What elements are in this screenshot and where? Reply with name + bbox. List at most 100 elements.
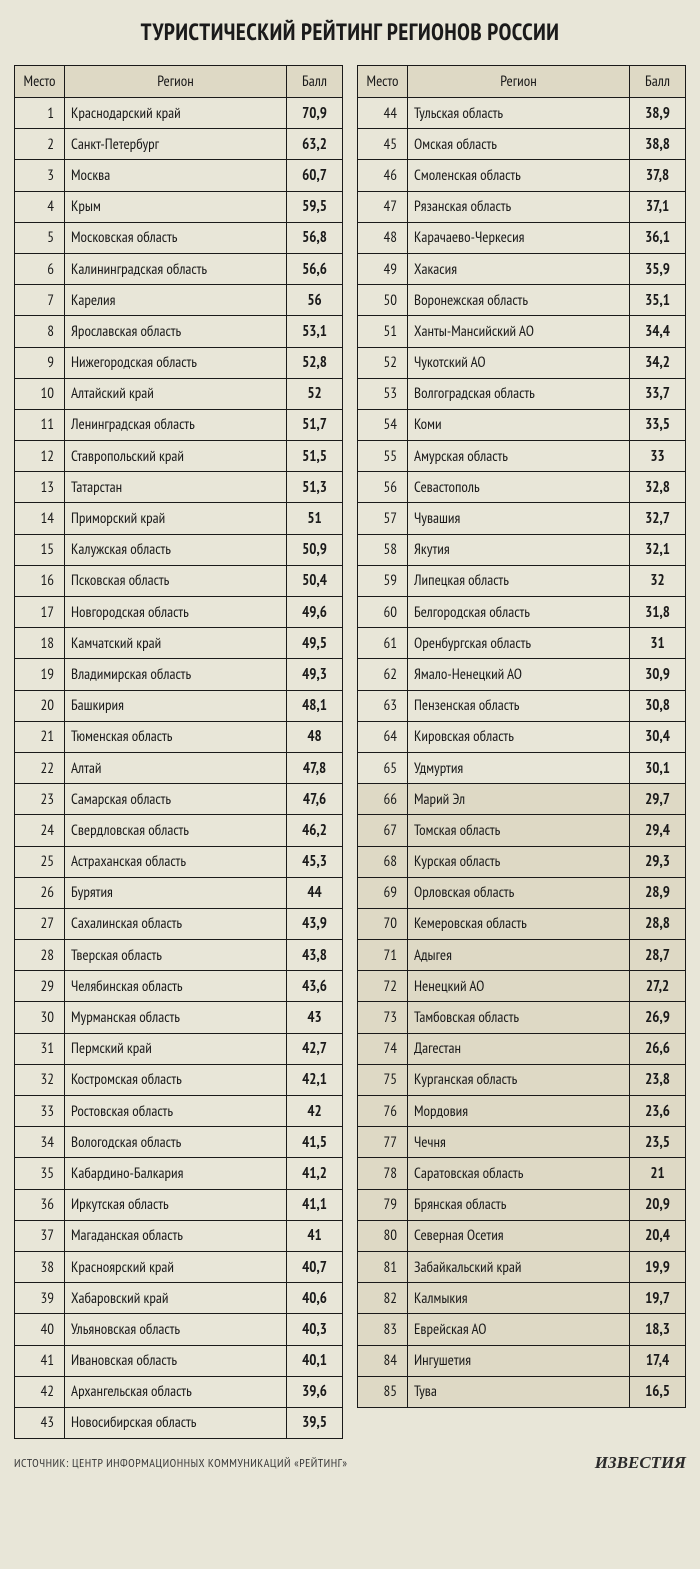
cell-region: Тверская область xyxy=(65,940,287,971)
cell-region: Курская область xyxy=(408,846,630,877)
header-region: Регион xyxy=(408,66,630,98)
cell-rank: 16 xyxy=(15,565,65,596)
table-row: 37Магаданская область41 xyxy=(15,1220,343,1251)
table-row: 3Москва60,7 xyxy=(15,160,343,191)
table-row: 21Тюменская область48 xyxy=(15,721,343,752)
table-row: 53Волгоградская область33,7 xyxy=(358,378,686,409)
cell-score: 32,7 xyxy=(630,503,686,534)
cell-region: Севастополь xyxy=(408,472,630,503)
cell-score: 39,5 xyxy=(287,1407,343,1438)
cell-rank: 64 xyxy=(358,721,408,752)
cell-score: 41,5 xyxy=(287,1127,343,1158)
cell-region: Чукотский АО xyxy=(408,347,630,378)
cell-rank: 57 xyxy=(358,503,408,534)
cell-region: Марий Эл xyxy=(408,784,630,815)
cell-score: 35,1 xyxy=(630,285,686,316)
table-row: 47Рязанская область37,1 xyxy=(358,191,686,222)
cell-rank: 62 xyxy=(358,659,408,690)
cell-region: Ханты-Мансийский АО xyxy=(408,316,630,347)
cell-region: Псковская область xyxy=(65,565,287,596)
cell-score: 50,9 xyxy=(287,534,343,565)
cell-region: Крым xyxy=(65,191,287,222)
cell-rank: 82 xyxy=(358,1283,408,1314)
cell-rank: 26 xyxy=(15,877,65,908)
cell-score: 50,4 xyxy=(287,565,343,596)
cell-score: 63,2 xyxy=(287,129,343,160)
cell-score: 37,8 xyxy=(630,160,686,191)
left-column: Место Регион Балл 1Краснодарский край70,… xyxy=(14,65,343,1439)
cell-region: Новгородская область xyxy=(65,597,287,628)
cell-rank: 61 xyxy=(358,628,408,659)
cell-region: Челябинская область xyxy=(65,971,287,1002)
cell-region: Тамбовская область xyxy=(408,1002,630,1033)
cell-score: 51,7 xyxy=(287,409,343,440)
table-row: 58Якутия32,1 xyxy=(358,534,686,565)
cell-score: 44 xyxy=(287,877,343,908)
cell-region: Нижегородская область xyxy=(65,347,287,378)
cell-score: 32 xyxy=(630,565,686,596)
cell-rank: 60 xyxy=(358,597,408,628)
cell-region: Алтай xyxy=(65,752,287,783)
cell-score: 35,9 xyxy=(630,253,686,284)
table-row: 12Ставропольский край51,5 xyxy=(15,441,343,472)
cell-rank: 34 xyxy=(15,1127,65,1158)
table-row: 80Северная Осетия20,4 xyxy=(358,1220,686,1251)
cell-score: 19,7 xyxy=(630,1283,686,1314)
cell-region: Белгородская область xyxy=(408,597,630,628)
table-row: 8Ярославская область53,1 xyxy=(15,316,343,347)
cell-score: 42 xyxy=(287,1096,343,1127)
cell-region: Сахалинская область xyxy=(65,908,287,939)
cell-score: 29,3 xyxy=(630,846,686,877)
table-row: 75Курганская область23,8 xyxy=(358,1064,686,1095)
table-row: 36Иркутская область41,1 xyxy=(15,1189,343,1220)
cell-region: Курганская область xyxy=(408,1064,630,1095)
cell-score: 56,8 xyxy=(287,222,343,253)
table-row: 18Камчатский край49,5 xyxy=(15,628,343,659)
cell-region: Ярославская область xyxy=(65,316,287,347)
table-row: 17Новгородская область49,6 xyxy=(15,597,343,628)
cell-region: Адыгея xyxy=(408,940,630,971)
cell-rank: 37 xyxy=(15,1220,65,1251)
cell-score: 16,5 xyxy=(630,1376,686,1407)
cell-rank: 1 xyxy=(15,98,65,129)
cell-rank: 48 xyxy=(358,222,408,253)
table-row: 62Ямало-Ненецкий АО30,9 xyxy=(358,659,686,690)
header-score: Балл xyxy=(287,66,343,98)
cell-rank: 31 xyxy=(15,1033,65,1064)
cell-rank: 2 xyxy=(15,129,65,160)
cell-rank: 44 xyxy=(358,98,408,129)
cell-rank: 54 xyxy=(358,409,408,440)
cell-score: 56,6 xyxy=(287,253,343,284)
cell-region: Воронежская область xyxy=(408,285,630,316)
table-row: 71Адыгея28,7 xyxy=(358,940,686,971)
table-row: 64Кировская область30,4 xyxy=(358,721,686,752)
cell-rank: 12 xyxy=(15,441,65,472)
cell-region: Мордовия xyxy=(408,1096,630,1127)
table-row: 50Воронежская область35,1 xyxy=(358,285,686,316)
table-row: 83Еврейская АО18,3 xyxy=(358,1314,686,1345)
table-row: 54Коми33,5 xyxy=(358,409,686,440)
cell-region: Архангельская область xyxy=(65,1376,287,1407)
cell-region: Ингушетия xyxy=(408,1345,630,1376)
cell-region: Башкирия xyxy=(65,690,287,721)
cell-region: Москва xyxy=(65,160,287,191)
cell-region: Краснодарский край xyxy=(65,98,287,129)
cell-score: 32,8 xyxy=(630,472,686,503)
cell-region: Новосибирская область xyxy=(65,1407,287,1438)
table-row: 81Забайкальский край19,9 xyxy=(358,1251,686,1282)
cell-region: Ульяновская область xyxy=(65,1314,287,1345)
cell-rank: 67 xyxy=(358,815,408,846)
cell-score: 53,1 xyxy=(287,316,343,347)
cell-score: 28,9 xyxy=(630,877,686,908)
cell-rank: 18 xyxy=(15,628,65,659)
table-row: 11Ленинградская область51,7 xyxy=(15,409,343,440)
cell-score: 41 xyxy=(287,1220,343,1251)
cell-rank: 73 xyxy=(358,1002,408,1033)
cell-score: 43,8 xyxy=(287,940,343,971)
cell-region: Кировская область xyxy=(408,721,630,752)
cell-rank: 38 xyxy=(15,1251,65,1282)
cell-region: Пензенская область xyxy=(408,690,630,721)
cell-score: 46,2 xyxy=(287,815,343,846)
table-row: 7Карелия56 xyxy=(15,285,343,316)
cell-region: Приморский край xyxy=(65,503,287,534)
